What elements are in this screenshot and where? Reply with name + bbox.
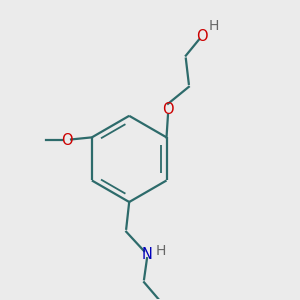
- Text: O: O: [61, 133, 72, 148]
- Text: H: H: [208, 19, 219, 33]
- Text: N: N: [142, 247, 152, 262]
- Text: O: O: [162, 102, 174, 117]
- Text: H: H: [155, 244, 166, 258]
- Text: O: O: [196, 29, 208, 44]
